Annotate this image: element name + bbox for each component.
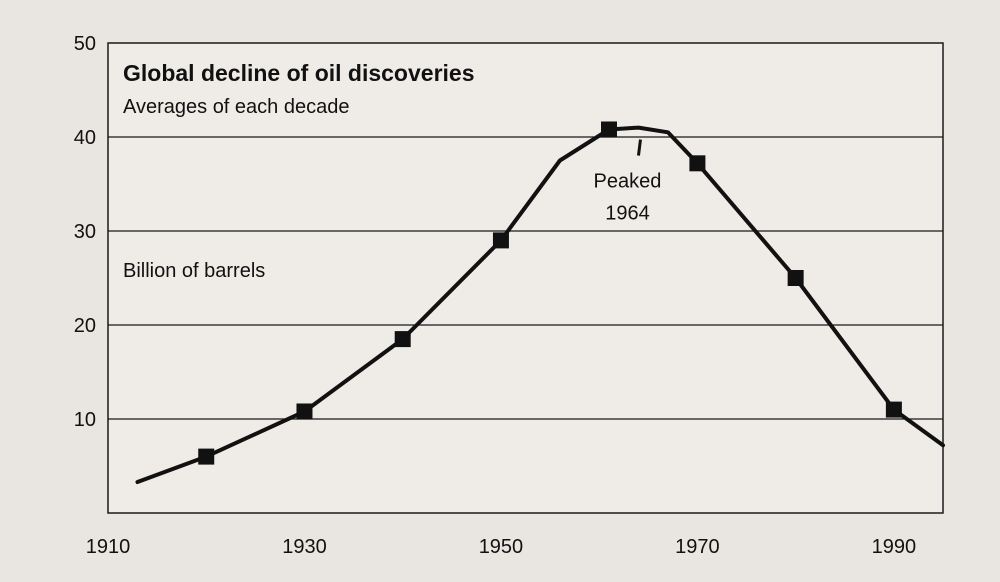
plot-area xyxy=(107,42,944,514)
chart-subtitle: Averages of each decade xyxy=(123,96,349,118)
peak-annotation-pointer xyxy=(636,139,642,156)
x-tick-label-1950: 1950 xyxy=(479,536,524,558)
y-tick-label-20: 20 xyxy=(74,315,96,337)
series-markers xyxy=(198,121,902,465)
chart-title: Global decline of oil discoveries xyxy=(123,60,475,86)
data-point-1970 xyxy=(689,155,706,172)
data-point-1930 xyxy=(296,403,313,420)
y-tick-label-30: 30 xyxy=(74,221,96,243)
x-tick-label-1990: 1990 xyxy=(872,536,917,558)
data-point-1940 xyxy=(394,331,411,348)
y-axis-label: Billion of barrels xyxy=(123,260,265,282)
x-tick-label-1970: 1970 xyxy=(675,536,720,558)
peak-annotation: Peaked 1964 xyxy=(594,139,662,225)
x-axis-ticks: 1910 1930 1950 1970 1990 xyxy=(86,536,916,558)
y-tick-label-40: 40 xyxy=(74,127,96,149)
peak-annotation-label: Peaked xyxy=(594,171,662,193)
data-point-1950 xyxy=(492,232,509,249)
x-tick-label-1930: 1930 xyxy=(282,536,327,558)
y-tick-label-10: 10 xyxy=(74,409,96,431)
x-tick-label-1910: 1910 xyxy=(86,536,131,558)
data-point-1990 xyxy=(885,401,902,418)
y-axis-ticks: 10 20 30 40 50 xyxy=(74,33,96,431)
peak-annotation-year: 1964 xyxy=(605,203,650,225)
data-point-1920 xyxy=(198,448,215,465)
gridlines xyxy=(108,136,943,420)
y-tick-label-50: 50 xyxy=(74,33,96,55)
data-point-1980 xyxy=(787,270,804,286)
data-point-1961 xyxy=(601,121,617,138)
